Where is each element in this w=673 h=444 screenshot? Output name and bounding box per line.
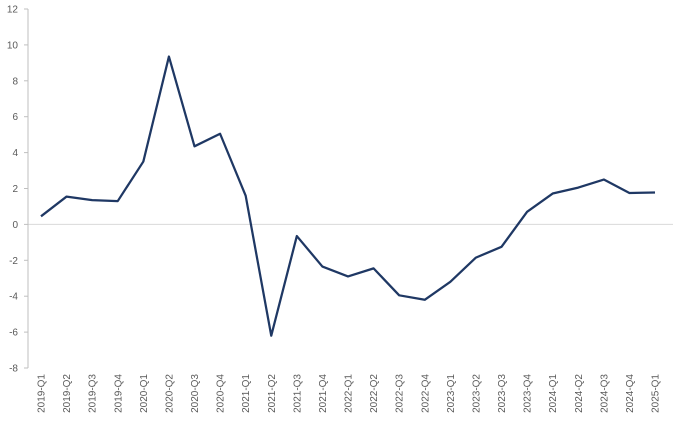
y-tick-label: 6 bbox=[12, 112, 18, 123]
x-axis-ticks: 2019-Q1 2019-Q2 2019-Q3 2019-Q4 2020-Q1 2020-… bbox=[37, 374, 662, 413]
y-tick-label: -6 bbox=[9, 328, 18, 339]
y-tick-label: 4 bbox=[12, 148, 18, 159]
x-tick-label: 2019-Q3 bbox=[88, 374, 99, 413]
y-tick-label: 0 bbox=[12, 220, 18, 231]
x-tick-label: 2020-Q3 bbox=[190, 374, 201, 413]
x-tick-label: 2021-Q4 bbox=[318, 374, 329, 413]
x-tick-label: 2023-Q2 bbox=[471, 374, 482, 413]
x-tick-label: 2023-Q3 bbox=[497, 374, 508, 413]
series-group bbox=[41, 56, 655, 335]
x-tick-label: 2019-Q2 bbox=[62, 374, 73, 413]
y-tick-label: 12 bbox=[7, 5, 19, 16]
x-tick-label: 2024-Q4 bbox=[625, 374, 636, 413]
x-tick-label: 2021-Q1 bbox=[241, 374, 252, 413]
x-tick-label: 2020-Q2 bbox=[164, 374, 175, 413]
x-tick-label: 2020-Q1 bbox=[139, 374, 150, 413]
y-tick-label: -2 bbox=[9, 256, 18, 267]
x-tick-label: 2023-Q1 bbox=[446, 374, 457, 413]
series-line bbox=[41, 57, 655, 336]
y-tick-label: -4 bbox=[9, 292, 18, 303]
y-axis-ticks: -8 -6 -4 -2 0 2 4 6 8 10 12 bbox=[7, 5, 28, 375]
y-tick-label: -8 bbox=[9, 364, 18, 375]
x-tick-label: 2024-Q2 bbox=[574, 374, 585, 413]
x-tick-label: 2024-Q1 bbox=[548, 374, 559, 413]
x-tick-label: 2022-Q4 bbox=[420, 374, 431, 413]
x-tick-label: 2019-Q1 bbox=[37, 374, 48, 413]
y-tick-label: 2 bbox=[12, 184, 18, 195]
x-tick-label: 2021-Q2 bbox=[267, 374, 278, 413]
x-tick-label: 2022-Q2 bbox=[369, 374, 380, 413]
x-tick-label: 2020-Q4 bbox=[216, 374, 227, 413]
y-tick-label: 8 bbox=[12, 76, 18, 87]
x-tick-label: 2019-Q4 bbox=[113, 374, 124, 413]
x-tick-label: 2025-Q1 bbox=[651, 374, 662, 413]
x-tick-label: 2023-Q4 bbox=[523, 374, 534, 413]
y-tick-label: 10 bbox=[7, 40, 19, 51]
x-tick-label: 2021-Q3 bbox=[292, 374, 303, 413]
x-tick-label: 2022-Q3 bbox=[395, 374, 406, 413]
x-tick-label: 2024-Q3 bbox=[599, 374, 610, 413]
x-tick-label: 2022-Q1 bbox=[344, 374, 355, 413]
